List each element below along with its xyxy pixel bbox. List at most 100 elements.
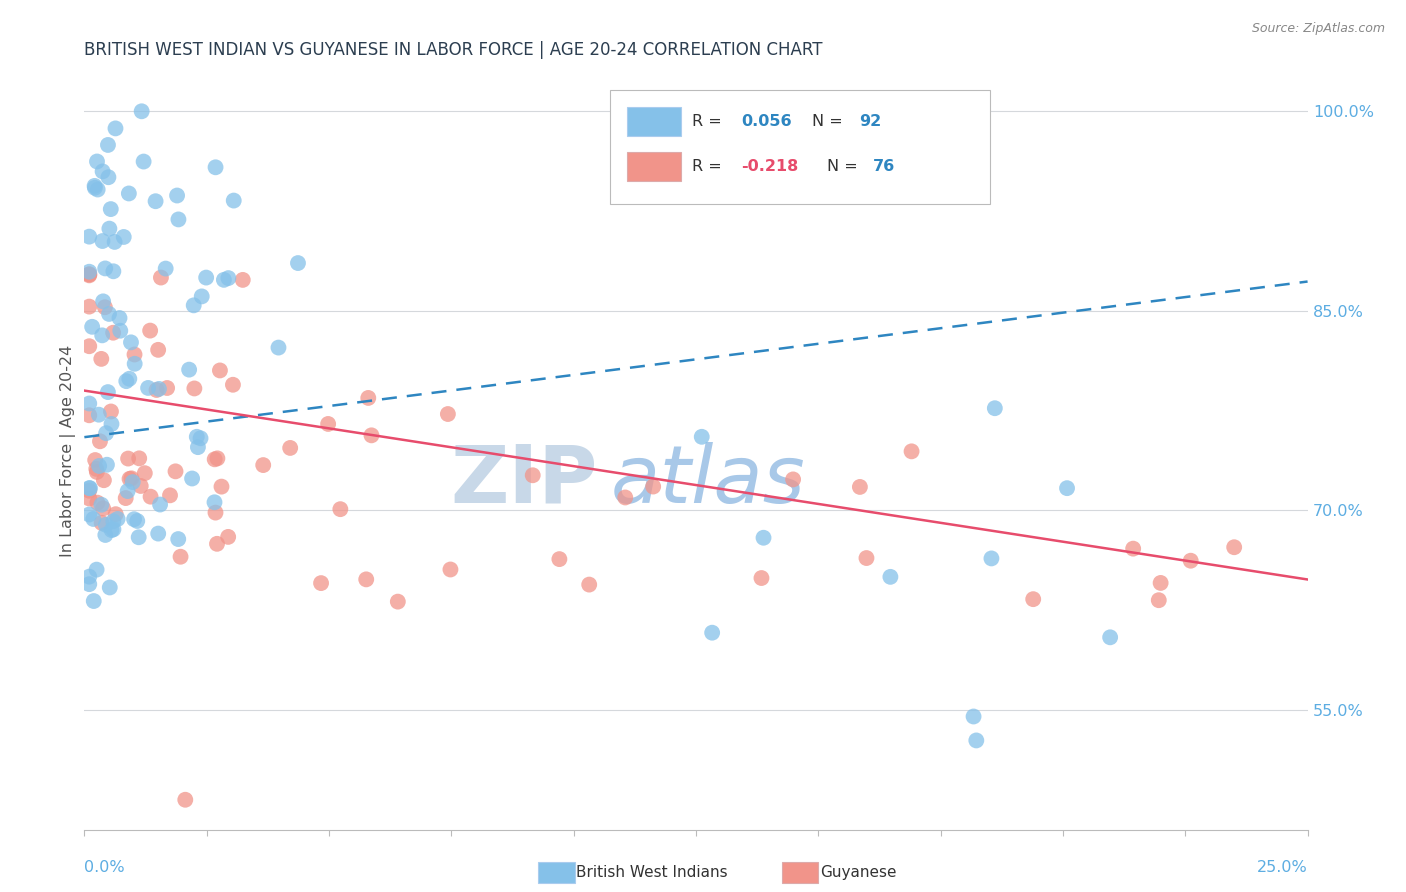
Point (139, 324, 162, 338)
Point (439, 562, 461, 576)
Point (77, 483, 100, 498)
Point (751, 571, 773, 585)
Point (136, 381, 159, 395)
Point (309, 576, 332, 591)
Point (77, 339, 100, 353)
Point (578, 577, 600, 591)
Point (149, 498, 172, 512)
Point (87, 408, 110, 422)
Point (204, 161, 226, 175)
Point (124, 357, 146, 371)
Point (190, 431, 212, 445)
Text: 0.0%: 0.0% (84, 860, 125, 875)
Text: Source: ZipAtlas.com: Source: ZipAtlas.com (1251, 22, 1385, 36)
Y-axis label: In Labor Force | Age 20-24: In Labor Force | Age 20-24 (60, 344, 76, 557)
Point (97, 138, 120, 153)
Point (103, 264, 125, 278)
Text: -0.218: -0.218 (741, 160, 799, 175)
Point (980, 551, 1002, 566)
Point (103, 522, 125, 536)
Point (187, 440, 209, 454)
Text: BRITISH WEST INDIAN VS GUYANESE IN LABOR FORCE | AGE 20-24 CORRELATION CHART: BRITISH WEST INDIAN VS GUYANESE IN LABOR… (84, 41, 823, 59)
Point (1180, 554, 1202, 568)
Point (94, 517, 117, 532)
Point (97, 385, 120, 400)
Point (84, 453, 107, 467)
Point (1223, 540, 1246, 554)
Point (101, 326, 124, 340)
Point (211, 480, 233, 494)
Point (112, 230, 135, 244)
Point (643, 479, 665, 493)
Point (222, 194, 245, 208)
Point (156, 381, 179, 395)
Point (222, 377, 245, 392)
Point (139, 490, 162, 504)
Point (91, 328, 114, 343)
Point (120, 335, 142, 350)
Point (83, 594, 105, 608)
Point (98, 307, 121, 321)
Point (77, 229, 100, 244)
Point (217, 530, 239, 544)
Point (148, 526, 170, 541)
Point (90, 498, 112, 512)
Point (100, 404, 122, 418)
Point (962, 709, 984, 723)
Point (167, 532, 190, 546)
Point (77, 300, 100, 314)
Point (146, 343, 169, 357)
Point (82, 512, 104, 526)
Point (100, 417, 122, 431)
Point (86, 465, 108, 479)
FancyBboxPatch shape (627, 107, 682, 136)
Point (128, 530, 150, 544)
Point (205, 537, 228, 551)
Point (86, 563, 108, 577)
Point (100, 523, 122, 537)
Text: R =: R = (692, 114, 727, 129)
Point (1149, 576, 1171, 591)
Point (252, 458, 274, 472)
Point (169, 549, 191, 564)
Point (91, 234, 114, 248)
Point (100, 202, 122, 216)
Point (77, 265, 100, 279)
Point (96, 458, 118, 472)
Point (195, 270, 218, 285)
Point (900, 444, 922, 458)
Text: Guyanese: Guyanese (820, 865, 896, 880)
Point (267, 341, 290, 355)
Point (77, 268, 100, 282)
Text: 76: 76 (873, 160, 896, 175)
Point (103, 514, 125, 528)
Point (98, 221, 121, 235)
Point (183, 381, 205, 395)
Point (117, 484, 139, 499)
Point (94, 528, 117, 542)
Point (91, 294, 114, 309)
Point (181, 471, 204, 485)
Point (77, 267, 100, 281)
Point (167, 212, 190, 227)
Point (159, 488, 181, 502)
FancyBboxPatch shape (610, 90, 990, 204)
Point (174, 793, 197, 807)
Text: 0.056: 0.056 (741, 114, 792, 129)
Point (77, 396, 100, 410)
Point (77, 491, 100, 506)
Point (849, 480, 872, 494)
Text: 92: 92 (859, 114, 882, 129)
Point (91, 501, 114, 516)
Point (855, 551, 877, 566)
Point (118, 186, 141, 201)
Point (165, 464, 187, 478)
Point (186, 430, 208, 444)
Point (287, 256, 309, 270)
Text: 25.0%: 25.0% (1257, 860, 1308, 875)
Point (190, 289, 212, 303)
Point (122, 512, 145, 526)
Point (98, 581, 121, 595)
Point (114, 491, 136, 505)
Point (82, 319, 104, 334)
